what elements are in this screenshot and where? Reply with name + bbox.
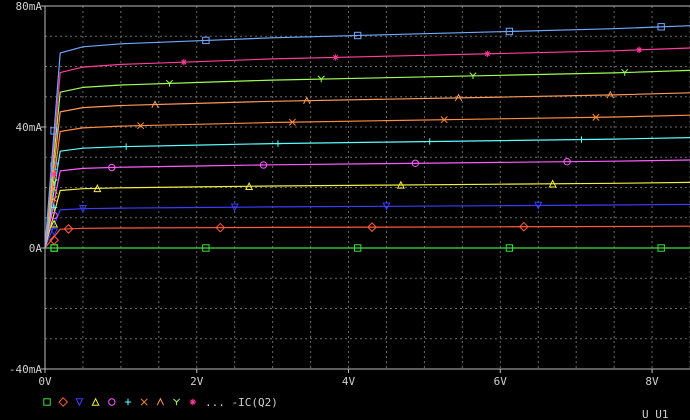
series-marker-9	[317, 75, 325, 83]
series-line-2	[44, 225, 690, 249]
series-marker-7	[50, 195, 58, 203]
series-marker-8	[454, 93, 463, 102]
series-marker-4	[93, 184, 102, 193]
grid-lines	[44, 5, 690, 370]
series-marker-6	[426, 138, 433, 145]
y-tick-label: 0A	[29, 242, 43, 255]
series-marker-6	[122, 143, 130, 150]
series-marker-6	[50, 204, 58, 211]
series-marker-3	[78, 204, 87, 213]
legend-marker-9	[173, 398, 181, 406]
series-marker-4	[548, 179, 557, 188]
plot-frame	[44, 5, 690, 370]
legend-marker-5	[108, 398, 116, 406]
y-tick-label: -40mA	[9, 363, 42, 376]
legend-label: ... -IC(Q2)	[205, 396, 278, 409]
series-marker-7	[288, 118, 296, 126]
series-marker-5	[259, 161, 268, 169]
x-tick-label: 8V	[645, 375, 659, 388]
legend-marker-8	[156, 397, 165, 406]
series-line-11	[44, 25, 690, 249]
series-marker-8	[606, 90, 614, 99]
series-marker-4	[50, 219, 59, 228]
series-marker-1	[657, 244, 665, 252]
series-marker-5	[563, 157, 571, 166]
series-marker-2	[63, 224, 74, 234]
series-line-8	[44, 92, 690, 249]
series-line-5	[44, 159, 690, 249]
series-marker-11	[657, 23, 665, 31]
legend-marker-3	[75, 398, 84, 407]
series-marker-2	[49, 235, 60, 246]
series-marker-9	[621, 68, 629, 76]
legend-marker-6	[124, 398, 132, 406]
legend-marker-1	[43, 398, 51, 406]
series-marker-7	[137, 122, 145, 130]
series-marker-11	[202, 36, 210, 45]
legend-marker-7	[140, 398, 148, 406]
series-marker-8	[151, 100, 159, 108]
series-marker-10	[50, 171, 58, 178]
y-tick-label: 40mA	[16, 121, 43, 134]
legend-marker-10	[189, 398, 196, 406]
series-marker-9	[165, 79, 174, 87]
series-marker-1	[353, 244, 362, 252]
series-marker-7	[592, 113, 600, 121]
series-marker-9	[469, 72, 477, 80]
series-marker-4	[245, 181, 254, 190]
y-axis-ticks: -40mA 0A 40mA 80mA	[9, 0, 45, 376]
series-marker-11	[353, 31, 362, 40]
series-line-7	[44, 114, 690, 249]
series-line-10	[44, 47, 690, 249]
legend: ... -IC(Q2)	[43, 396, 278, 409]
series-marker-6	[578, 136, 585, 143]
series-marker-3	[230, 203, 239, 212]
series-marker-5	[50, 211, 58, 220]
x-axis-ticks: 0V 2V 4V 6V 8V	[38, 369, 659, 388]
series-marker-2	[367, 222, 377, 233]
series-lines	[44, 25, 690, 249]
series-marker-6	[274, 140, 282, 147]
series-marker-4	[396, 180, 405, 189]
x-tick-label: 4V	[342, 375, 356, 388]
series-marker-9	[50, 179, 58, 186]
corner-label: U U1	[642, 408, 669, 420]
series-marker-11	[50, 127, 58, 135]
legend-marker-4	[91, 397, 100, 406]
series-marker-11	[50, 162, 58, 170]
series-marker-1	[505, 244, 514, 252]
series-marker-3	[50, 228, 59, 237]
series-marker-5	[411, 159, 420, 167]
series-markers	[49, 23, 665, 252]
series-marker-10	[484, 50, 491, 58]
series-line-9	[44, 69, 690, 249]
series-marker-3	[534, 201, 543, 210]
series-marker-10	[180, 58, 188, 66]
series-marker-10	[332, 54, 339, 61]
x-tick-label: 0V	[38, 375, 52, 388]
y-tick-label: 80mA	[16, 0, 43, 13]
series-marker-7	[440, 116, 448, 124]
series-marker-10	[635, 46, 643, 54]
series-marker-2	[215, 222, 226, 233]
series-marker-3	[382, 202, 391, 211]
series-marker-8	[50, 186, 58, 195]
x-tick-label: 2V	[190, 375, 204, 388]
series-line-6	[44, 137, 690, 249]
series-marker-5	[108, 163, 116, 172]
series-marker-2	[518, 221, 529, 232]
series-marker-1	[202, 244, 210, 252]
series-line-4	[44, 181, 690, 249]
series-marker-8	[303, 96, 311, 105]
plot-border	[44, 5, 690, 370]
series-marker-11	[505, 27, 514, 36]
x-tick-label: 6V	[494, 375, 508, 388]
legend-marker-2	[58, 397, 69, 407]
series-line-3	[44, 203, 690, 249]
